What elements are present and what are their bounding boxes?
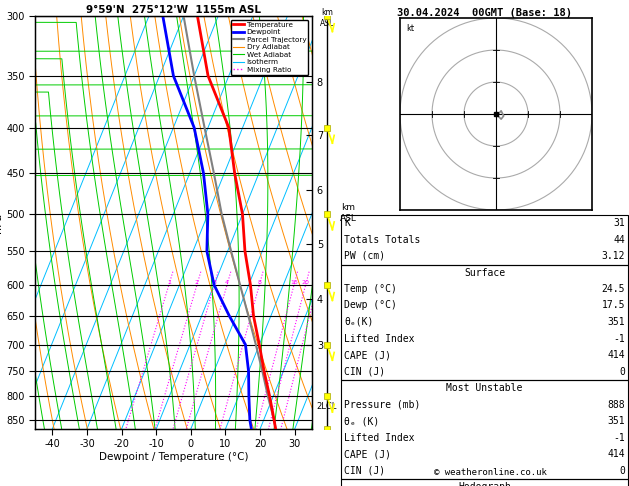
Text: 414: 414 (608, 350, 625, 360)
Text: 888: 888 (608, 399, 625, 410)
Text: -1: -1 (613, 433, 625, 442)
Text: Surface: Surface (464, 267, 505, 278)
Text: km
ASL: km ASL (320, 8, 334, 28)
Text: K: K (344, 218, 350, 228)
Text: 30.04.2024  00GMT (Base: 18): 30.04.2024 00GMT (Base: 18) (397, 8, 572, 18)
Text: 3: 3 (212, 280, 216, 285)
Text: CAPE (J): CAPE (J) (344, 449, 391, 459)
Text: 351: 351 (608, 416, 625, 426)
Text: 0: 0 (619, 366, 625, 377)
Text: © weatheronline.co.uk: © weatheronline.co.uk (434, 468, 547, 477)
Text: CIN (J): CIN (J) (344, 466, 386, 475)
Text: 0: 0 (619, 466, 625, 475)
Text: 414: 414 (608, 449, 625, 459)
Text: Pressure (mb): Pressure (mb) (344, 399, 421, 410)
X-axis label: Dewpoint / Temperature (°C): Dewpoint / Temperature (°C) (99, 452, 248, 462)
Text: 31: 31 (613, 218, 625, 228)
Text: 4: 4 (225, 280, 229, 285)
Text: 44: 44 (613, 235, 625, 244)
Text: 2LCL: 2LCL (316, 401, 337, 411)
Y-axis label: km
ASL: km ASL (340, 203, 357, 223)
Text: 3.12: 3.12 (601, 251, 625, 261)
Text: Most Unstable: Most Unstable (447, 383, 523, 393)
Text: θₑ(K): θₑ(K) (344, 317, 374, 327)
Text: CAPE (J): CAPE (J) (344, 350, 391, 360)
Title: 9°59'N  275°12'W  1155m ASL: 9°59'N 275°12'W 1155m ASL (86, 5, 261, 15)
Text: 16: 16 (290, 280, 298, 285)
Text: Dewp (°C): Dewp (°C) (344, 300, 397, 311)
Text: Lifted Index: Lifted Index (344, 433, 415, 442)
Text: 8: 8 (257, 280, 261, 285)
Legend: Temperature, Dewpoint, Parcel Trajectory, Dry Adiabat, Wet Adiabat, Isotherm, Mi: Temperature, Dewpoint, Parcel Trajectory… (231, 19, 308, 75)
Text: PW (cm): PW (cm) (344, 251, 386, 261)
Text: θₑ (K): θₑ (K) (344, 416, 379, 426)
Text: 351: 351 (608, 317, 625, 327)
Text: 2: 2 (195, 280, 199, 285)
Text: kt: kt (406, 24, 415, 33)
Text: 20: 20 (302, 280, 309, 285)
Text: Totals Totals: Totals Totals (344, 235, 421, 244)
Text: 17.5: 17.5 (601, 300, 625, 311)
Text: Hodograph: Hodograph (458, 482, 511, 486)
Text: 24.5: 24.5 (601, 284, 625, 294)
Text: Temp (°C): Temp (°C) (344, 284, 397, 294)
Y-axis label: hPa: hPa (0, 212, 3, 233)
Text: 1: 1 (167, 280, 171, 285)
Text: -1: -1 (613, 333, 625, 344)
Text: CIN (J): CIN (J) (344, 366, 386, 377)
Text: Lifted Index: Lifted Index (344, 333, 415, 344)
